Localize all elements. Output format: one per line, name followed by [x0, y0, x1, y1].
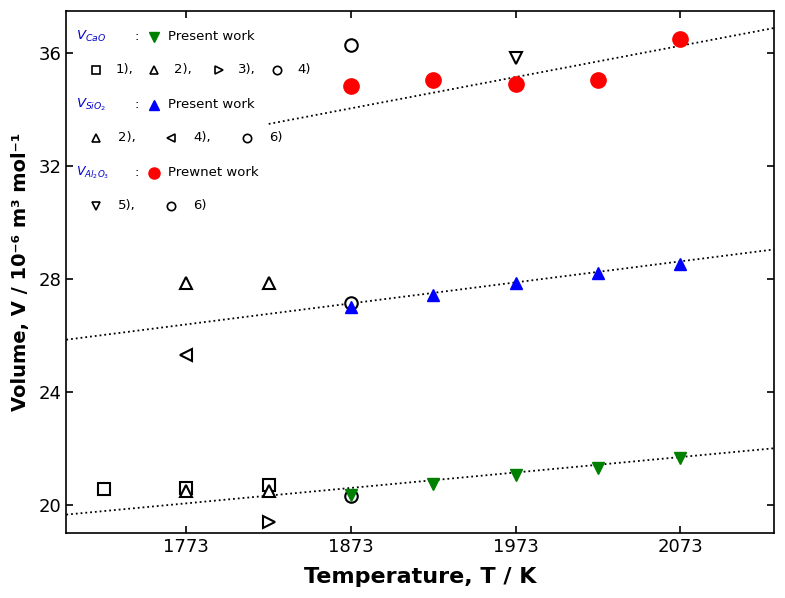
Y-axis label: Volume, V / 10⁻⁶ m³ mol⁻¹: Volume, V / 10⁻⁶ m³ mol⁻¹: [11, 133, 30, 411]
X-axis label: Temperature, T / K: Temperature, T / K: [304, 567, 536, 587]
